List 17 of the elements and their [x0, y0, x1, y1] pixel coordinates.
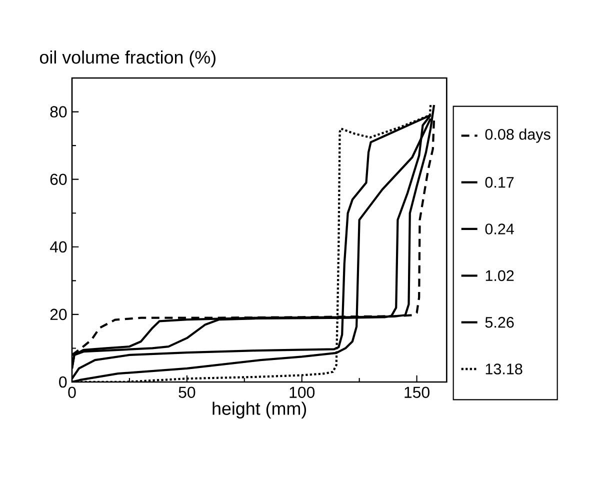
y-tick-label: 60 — [50, 174, 67, 185]
legend-label: 1.02 — [486, 270, 514, 282]
y-axis-title: oil volume fraction (%) — [40, 50, 216, 68]
legend-label: 0.08 days — [485, 128, 550, 143]
x-tick-label: 50 — [178, 386, 196, 398]
y-tick-label: 0 — [59, 376, 67, 388]
legend-label: 13.18 — [486, 364, 522, 374]
legend-label: 0.17 — [485, 176, 514, 188]
x-tick-label: 100 — [290, 386, 315, 398]
y-tick-label: 80 — [50, 106, 67, 118]
x-tick-label: 0 — [68, 386, 76, 398]
y-tick-label: 40 — [50, 241, 67, 253]
legend-label: 0.24 — [485, 224, 514, 234]
x-tick-label: 150 — [404, 386, 430, 398]
y-tick-label: 20 — [50, 308, 67, 320]
legend-label: 5.26 — [485, 316, 514, 328]
x-axis-title: height (mm) — [212, 402, 306, 419]
